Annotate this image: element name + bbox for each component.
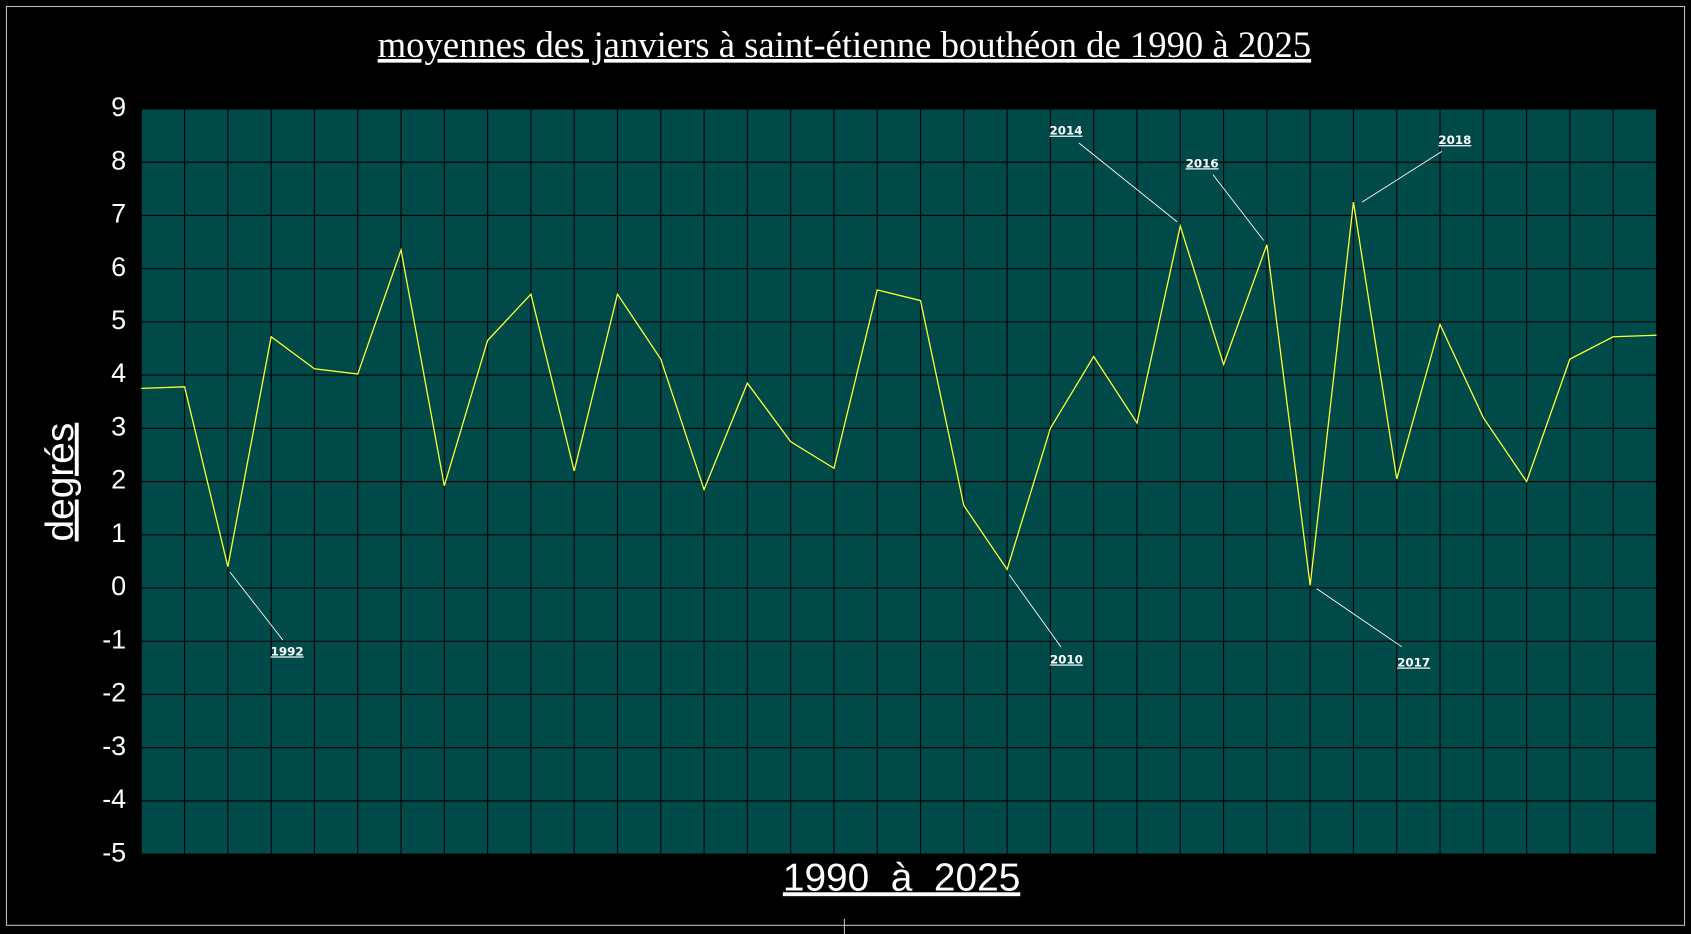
y-tick-label: 6 [111, 252, 126, 282]
y-tick-label: -2 [102, 678, 126, 708]
annotation: 2017 [1397, 656, 1430, 670]
y-tick-label: 1 [111, 518, 126, 548]
y-axis-label: degrés [39, 423, 82, 542]
y-tick-label: 5 [111, 305, 126, 335]
annotation-leader [1316, 588, 1403, 648]
annotation-leader [229, 571, 284, 641]
y-tick-label: -3 [102, 731, 126, 761]
annotation: 2016 [1186, 156, 1219, 170]
y-tick-label: 2 [111, 465, 126, 495]
y-tick-label: 7 [111, 199, 126, 229]
annotation: 2010 [1050, 652, 1083, 666]
data-line [141, 202, 1657, 586]
y-tick-label: 3 [111, 411, 126, 441]
y-tick-label: -1 [102, 624, 126, 654]
y-tick-label: -4 [102, 784, 126, 814]
y-tick-label: 8 [111, 145, 126, 175]
x-axis-label: 1990 à 2025 [783, 856, 1020, 899]
annotation: 2014 [1049, 124, 1082, 138]
y-tick-label: -5 [102, 837, 126, 867]
annotation-leader [1008, 574, 1062, 648]
y-tick-label: 4 [111, 358, 126, 388]
annotation: 1992 [271, 644, 304, 658]
annotation-leader [1361, 151, 1443, 203]
chart-title: moyennes des janviers à saint-étienne bo… [378, 24, 1311, 65]
annotation: 2018 [1438, 133, 1471, 147]
y-tick-label: 0 [111, 571, 126, 601]
y-tick-label: 9 [111, 92, 126, 122]
frame [5, 5, 1686, 926]
annotation-leader [1212, 174, 1264, 241]
annotation-leader [1078, 142, 1178, 223]
